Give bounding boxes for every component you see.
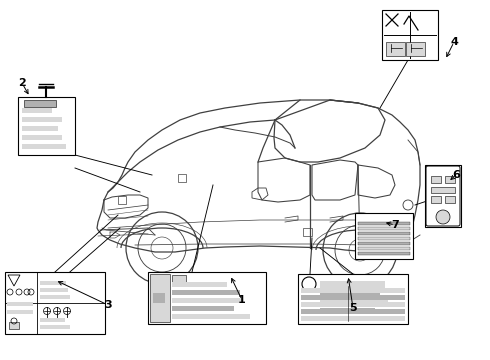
Bar — [445, 176, 455, 183]
Bar — [7, 302, 33, 306]
Bar — [172, 275, 186, 282]
Bar — [22, 144, 66, 149]
Text: 7: 7 — [391, 220, 399, 230]
Bar — [320, 281, 385, 288]
Bar — [7, 310, 33, 314]
Bar — [40, 318, 65, 322]
Bar — [431, 187, 455, 193]
Bar — [406, 42, 425, 56]
Bar — [5, 272, 105, 334]
Bar — [22, 117, 62, 122]
Bar — [153, 293, 165, 303]
Bar — [40, 295, 70, 299]
Bar — [22, 135, 62, 140]
Bar — [301, 316, 405, 321]
Text: 5: 5 — [349, 303, 357, 313]
Bar — [118, 196, 126, 204]
Bar — [172, 282, 227, 287]
Bar — [358, 237, 410, 240]
Bar — [320, 316, 382, 321]
Bar — [301, 309, 405, 314]
Text: 2: 2 — [18, 78, 26, 88]
Bar — [320, 292, 380, 297]
Bar — [40, 281, 66, 285]
Bar — [358, 227, 410, 230]
Bar — [172, 290, 240, 295]
Bar — [431, 196, 441, 203]
Bar — [301, 288, 405, 293]
Bar — [358, 252, 410, 255]
Bar — [172, 306, 234, 311]
Bar — [24, 100, 56, 107]
Circle shape — [436, 210, 450, 224]
Bar — [40, 325, 70, 329]
Text: 6: 6 — [452, 170, 460, 180]
Bar — [172, 298, 242, 303]
Bar — [301, 302, 405, 307]
Text: 3: 3 — [104, 300, 112, 310]
Bar — [172, 314, 250, 319]
Bar — [303, 228, 312, 236]
Bar — [18, 97, 75, 155]
Bar — [358, 222, 410, 225]
Bar — [382, 10, 438, 60]
Bar — [178, 174, 186, 182]
Bar — [22, 126, 58, 131]
Bar — [425, 165, 461, 227]
Bar — [355, 213, 413, 259]
Bar — [22, 108, 52, 113]
Bar — [298, 274, 408, 324]
Bar — [150, 274, 170, 322]
Bar — [9, 322, 19, 329]
Bar — [148, 272, 266, 324]
Text: 1: 1 — [238, 295, 246, 305]
Bar — [358, 232, 410, 235]
Bar — [320, 300, 388, 305]
Bar — [40, 288, 68, 292]
Bar — [320, 308, 375, 313]
Bar — [431, 176, 441, 183]
Bar — [358, 242, 410, 245]
Bar — [358, 247, 410, 250]
Bar — [445, 196, 455, 203]
Bar — [386, 42, 405, 56]
Bar — [301, 295, 405, 300]
Text: 4: 4 — [450, 37, 458, 47]
